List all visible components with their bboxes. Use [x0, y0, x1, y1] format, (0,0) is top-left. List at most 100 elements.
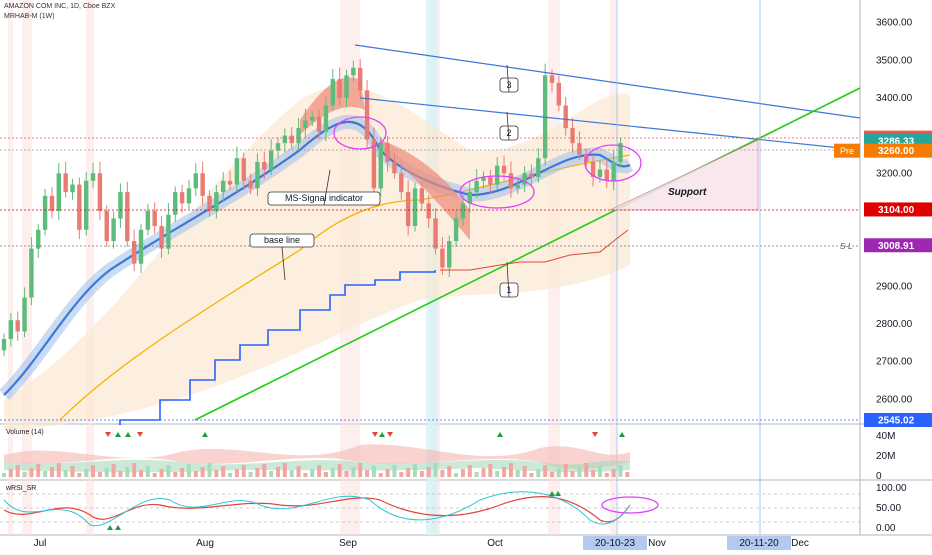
volume-signal-marker	[372, 432, 378, 437]
candle-body	[166, 214, 171, 249]
candle-body	[371, 139, 377, 189]
candle-body	[563, 105, 568, 129]
wave-1-callout-label: 1	[506, 285, 511, 295]
oscillator-signal-line	[3, 495, 631, 523]
support-label: Support	[668, 187, 707, 198]
base-line-callout-pointer	[281, 246, 286, 281]
volume-bar	[29, 468, 34, 477]
volume-bar	[570, 471, 575, 477]
candle-body	[337, 79, 342, 98]
highlight-ellipse	[584, 144, 642, 182]
volume-signal-marker	[137, 432, 143, 437]
candle-body	[186, 188, 192, 204]
candle-body	[36, 229, 41, 249]
candle-body	[275, 143, 281, 151]
candle-body	[241, 158, 246, 181]
candle-body	[590, 161, 596, 178]
volume-tick-label: 20M	[876, 451, 895, 462]
ms-signal-callout-label: MS-Signal indicator	[285, 193, 363, 203]
volume-bar	[419, 471, 424, 477]
candle-body	[22, 297, 27, 332]
candle-body	[42, 195, 48, 230]
volume-bar	[241, 465, 246, 477]
volume-bar	[132, 463, 137, 477]
volume-bar	[385, 469, 390, 477]
candle-body	[303, 120, 308, 129]
candle-body	[179, 192, 185, 204]
candle-body	[323, 105, 329, 132]
price-badge-label: 3104.00	[878, 205, 915, 216]
oscillator-signal-marker	[555, 491, 561, 496]
candle-body	[118, 192, 123, 219]
volume-bar	[515, 470, 520, 477]
volume-bar	[467, 465, 472, 477]
volume-bar	[43, 471, 48, 477]
support-green-line	[194, 87, 861, 421]
volume-bar	[111, 464, 116, 477]
candle-body	[207, 195, 212, 211]
oscillator-fast-line	[3, 491, 631, 527]
candle-body	[173, 192, 178, 215]
price-badge	[864, 412, 932, 427]
candle-body	[508, 173, 514, 189]
volume-bar	[91, 465, 96, 477]
volume-bar	[604, 473, 609, 477]
candle-body	[8, 320, 14, 340]
candle-body	[344, 75, 349, 98]
date-badge	[583, 536, 647, 550]
candle-body	[460, 203, 466, 219]
volume-bar	[8, 469, 13, 477]
candle-body	[84, 180, 89, 230]
volume-signal-marker	[202, 432, 208, 437]
volume-bar	[433, 463, 438, 477]
volume-bar	[310, 469, 315, 477]
wave-2-callout-pointer	[506, 111, 510, 141]
candle-body	[549, 75, 555, 83]
candle-body	[255, 161, 260, 189]
volume-bar	[378, 473, 383, 477]
symbol-title: AMAZON COM INC, 1D, Cboe BZX	[4, 3, 116, 10]
volume-bar	[118, 471, 123, 477]
wave-2-callout-label: 2	[506, 128, 511, 138]
candle-body	[495, 165, 500, 185]
volume-signal-marker	[115, 432, 121, 437]
volume-bar	[597, 466, 602, 477]
candle-body	[433, 218, 438, 249]
volume-bar	[84, 469, 89, 477]
volume-bar	[104, 468, 109, 477]
volume-bar	[584, 463, 589, 477]
volume-bar	[406, 468, 411, 477]
candle-body	[282, 135, 288, 144]
time-axis-label: Nov	[648, 538, 666, 549]
candle-body	[193, 173, 198, 189]
candle-body	[77, 184, 82, 230]
envelope-cloud	[4, 86, 630, 431]
time-axis-label: Dec	[791, 538, 809, 549]
candle-body	[440, 248, 445, 268]
oscillator-signal-marker	[107, 525, 113, 530]
volume-bar	[426, 467, 431, 477]
wave-3-callout-label: 3	[506, 80, 511, 90]
volume-bar	[529, 473, 534, 477]
candle-body	[90, 173, 96, 181]
volume-bar	[591, 470, 596, 477]
candle-body	[419, 188, 425, 204]
volume-bar	[371, 466, 376, 477]
volume-bar	[97, 472, 102, 477]
oscillator-tick-label: 50.00	[876, 503, 901, 514]
volume-bar	[289, 470, 294, 477]
volume-signal-marker	[125, 432, 131, 437]
time-axis-label: Aug	[196, 538, 214, 549]
volume-bar	[351, 467, 356, 477]
volume-bar	[56, 463, 61, 477]
candle-body	[412, 188, 418, 227]
volume-bar	[152, 473, 157, 477]
oscillator-title: wRSI_SR	[5, 485, 36, 492]
candle-body	[481, 177, 486, 181]
candle-body	[15, 320, 20, 332]
candle-body	[296, 128, 301, 144]
volume-bar	[611, 469, 616, 477]
volume-bar	[447, 466, 452, 477]
